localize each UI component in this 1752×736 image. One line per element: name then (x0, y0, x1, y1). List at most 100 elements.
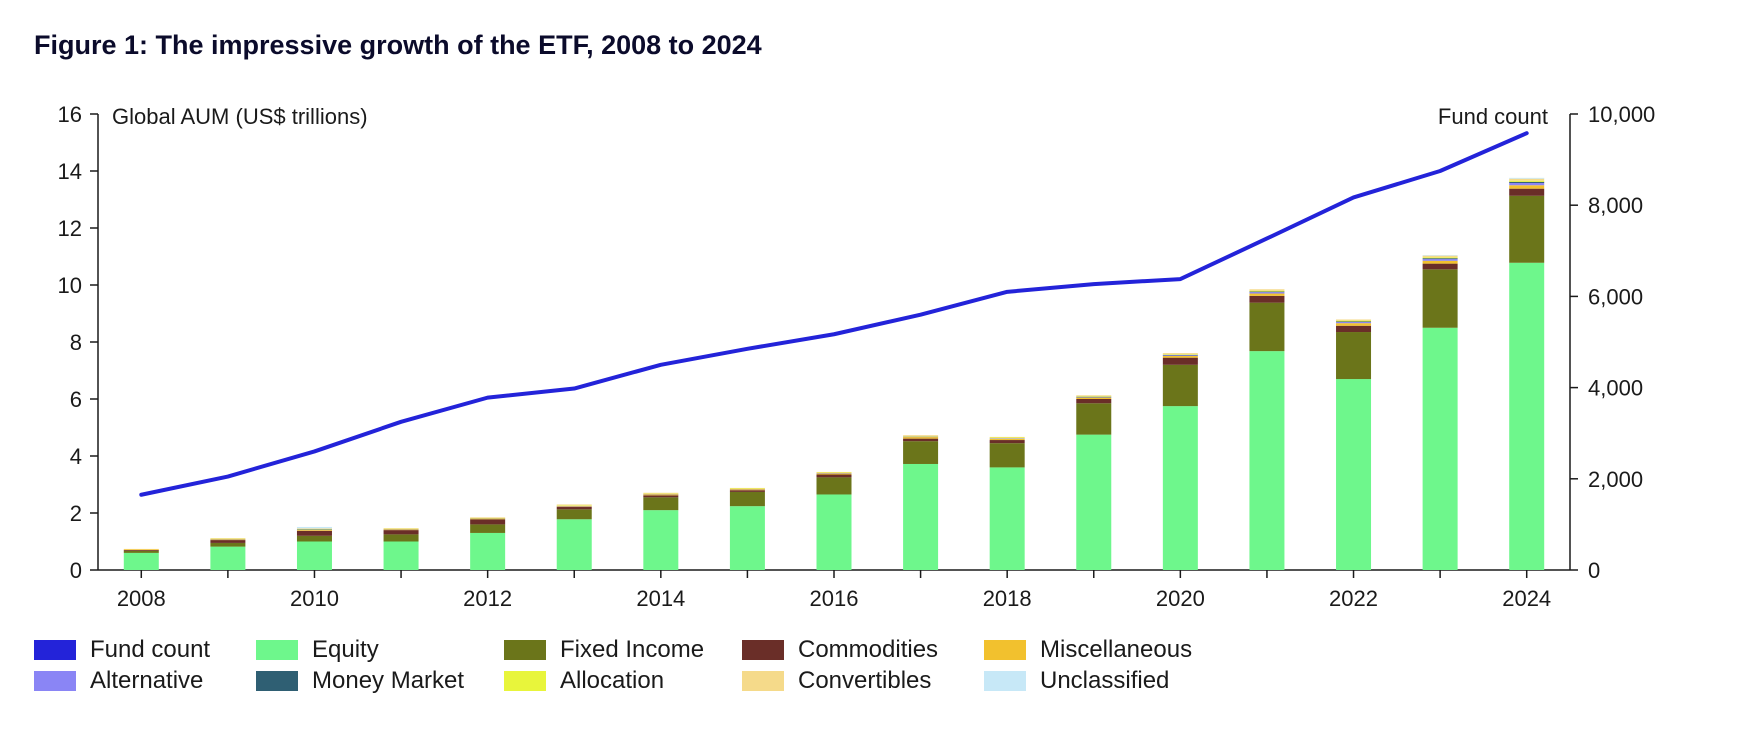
legend-swatch (984, 640, 1026, 660)
bar-convertibles-2017 (903, 435, 939, 437)
bar-unclassified-2024 (1509, 177, 1545, 179)
legend-swatch (504, 640, 546, 660)
bar-miscellaneous-2011 (383, 529, 419, 531)
bar-fixed-income-2023 (1422, 269, 1458, 328)
bar-equity-2023 (1422, 327, 1458, 570)
legend-item-allocation: Allocation (504, 667, 664, 695)
fund-count-line-layer (139, 131, 1529, 497)
bar-money-market-2010 (296, 529, 332, 530)
bar-miscellaneous-2024 (1509, 185, 1545, 189)
bar-equity-2014 (643, 510, 679, 570)
bar-miscellaneous-2018 (989, 438, 1025, 441)
bar-fixed-income-2017 (903, 441, 939, 464)
y-tick-label: 12 (58, 216, 82, 241)
x-tick-label: 2024 (1502, 586, 1551, 611)
bar-commodities-2014 (643, 495, 679, 498)
bar-commodities-2011 (383, 530, 419, 535)
bar-miscellaneous-2013 (556, 506, 592, 508)
bar-fixed-income-2011 (383, 534, 419, 542)
legend-swatch (34, 671, 76, 691)
legend-label: Equity (312, 636, 379, 663)
legend-item-unclassified: Unclassified (984, 667, 1169, 695)
bar-money-market-2023 (1422, 258, 1458, 260)
bar-allocation-2019 (1076, 396, 1112, 397)
bar-alternative-2013 (556, 505, 592, 507)
y-tick-label: 2 (70, 501, 82, 526)
bar-unclassified-2010 (296, 526, 332, 529)
bar-equity-2022 (1336, 379, 1372, 570)
bar-allocation-2018 (989, 437, 1025, 439)
bar-miscellaneous-2016 (816, 473, 852, 475)
bar-allocation-2022 (1336, 320, 1372, 322)
legend-item-alternative: Alternative (34, 667, 203, 695)
bar-alternative-2024 (1509, 182, 1545, 186)
legend-item-equity: Equity (256, 636, 379, 664)
y2-tick-label: 10,000 (1588, 102, 1655, 127)
bar-miscellaneous-2012 (470, 518, 506, 520)
bar-commodities-2019 (1076, 399, 1112, 404)
legend-label: Convertibles (798, 667, 932, 694)
y2-tick-label: 6,000 (1588, 284, 1643, 309)
bar-allocation-2015 (729, 488, 765, 489)
legend-label: Fixed Income (560, 636, 705, 663)
bar-allocation-2016 (816, 472, 852, 474)
bar-alternative-2016 (816, 473, 852, 474)
bar-allocation-2009 (210, 538, 246, 540)
bar-convertibles-2008 (123, 548, 159, 550)
bar-alternative-2012 (470, 518, 506, 519)
bar-commodities-2008 (123, 550, 159, 551)
x-tick-label: 2012 (463, 586, 512, 611)
bar-miscellaneous-2019 (1076, 397, 1112, 399)
y-tick-label: 0 (70, 558, 82, 583)
legend-label: Unclassified (1040, 667, 1170, 694)
bar-alternative-2010 (296, 529, 332, 531)
legend-label: Commodities (798, 636, 939, 663)
bar-commodities-2015 (729, 490, 765, 492)
bar-alternative-2020 (1162, 355, 1198, 356)
bar-allocation-2010 (296, 528, 332, 530)
figure-title: Figure 1: The impressive growth of the E… (34, 30, 762, 60)
bar-equity-2013 (556, 519, 592, 570)
bar-money-market-2021 (1249, 291, 1285, 293)
bar-commodities-2024 (1509, 188, 1545, 196)
bar-fixed-income-2022 (1336, 332, 1372, 380)
legend-swatch (504, 671, 546, 691)
bar-miscellaneous-2010 (296, 530, 332, 531)
bar-commodities-2022 (1336, 325, 1372, 333)
y-tick-label: 16 (58, 102, 82, 127)
legend-item-fund-count: Fund count (34, 636, 210, 664)
legend-item-fixed-income: Fixed Income (504, 636, 704, 664)
bar-equity-2008 (123, 552, 159, 570)
bar-commodities-2017 (903, 438, 939, 442)
bar-alternative-2023 (1422, 259, 1458, 261)
legend-label: Allocation (560, 667, 665, 694)
bar-convertibles-2011 (383, 528, 419, 529)
bar-commodities-2012 (470, 519, 506, 525)
fund-count-line (139, 131, 1529, 497)
bar-equity-2018 (989, 467, 1025, 570)
bar-convertibles-2009 (210, 538, 246, 539)
bar-commodities-2018 (989, 440, 1025, 444)
bar-fixed-income-2016 (816, 477, 852, 495)
bar-money-market-2020 (1162, 354, 1198, 356)
bar-fixed-income-2010 (296, 535, 332, 542)
bar-miscellaneous-2023 (1422, 260, 1458, 264)
bar-alternative-2017 (903, 436, 939, 438)
y-axis-left-title: Global AUM (US$ trillions) (112, 104, 368, 129)
bar-commodities-2016 (816, 474, 852, 478)
bar-equity-2021 (1249, 351, 1285, 570)
legend-swatch (984, 671, 1026, 691)
legend-item-miscellaneous: Miscellaneous (984, 636, 1192, 664)
bar-fixed-income-2020 (1162, 364, 1198, 407)
legend-label: Miscellaneous (1040, 636, 1193, 663)
stacked-bars (123, 177, 1545, 570)
bar-miscellaneous-2009 (210, 539, 246, 541)
bar-fixed-income-2015 (729, 491, 765, 507)
bar-equity-2015 (729, 506, 765, 570)
bar-allocation-2014 (643, 493, 679, 495)
bar-convertibles-2024 (1509, 178, 1545, 181)
x-tick-label: 2008 (117, 586, 166, 611)
bar-convertibles-2016 (816, 471, 852, 473)
y2-tick-label: 0 (1588, 558, 1600, 583)
bar-commodities-2021 (1249, 295, 1285, 303)
